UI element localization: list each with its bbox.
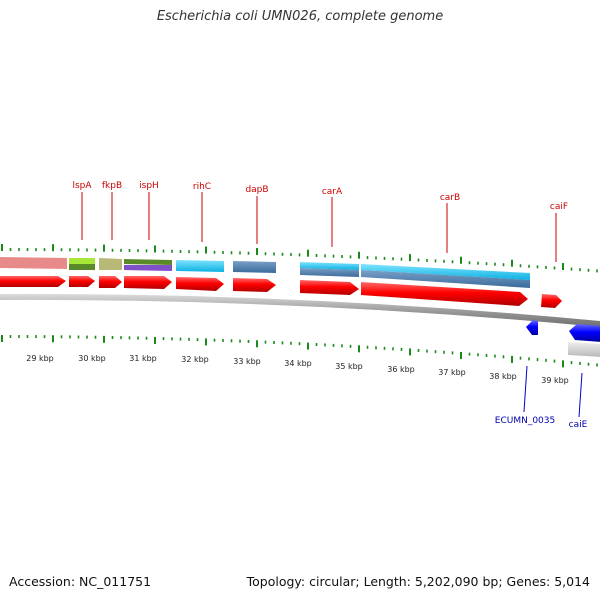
gene-label-fkpB[interactable]: fkpB	[102, 181, 122, 191]
gene-label-carA[interactable]: carA	[322, 187, 343, 197]
forward-callouts	[81, 192, 557, 262]
gene-label-ECUMN_0035[interactable]: ECUMN_0035	[495, 416, 555, 426]
reverse-callouts	[523, 365, 583, 418]
scale-label: 31 kbp	[129, 354, 157, 363]
gene-arrow[interactable]	[541, 294, 562, 308]
scale-label: 30 kbp	[78, 354, 106, 363]
feature-track	[0, 257, 530, 288]
lower-tick-ruler	[1, 335, 598, 368]
feature-bar	[99, 258, 122, 270]
feature-bar	[233, 261, 276, 273]
scale-label: 32 kbp	[181, 355, 209, 364]
gene-label-carB[interactable]: carB	[440, 193, 460, 203]
gene-arrow[interactable]	[176, 277, 224, 291]
feature-bar	[69, 264, 95, 270]
genome-backbone	[0, 293, 600, 328]
gene-label-caiF[interactable]: caiF	[550, 202, 568, 212]
scale-label: 39 kbp	[541, 376, 569, 385]
genome-summary-text: Topology: circular; Length: 5,202,090 bp…	[246, 574, 590, 589]
gene-arrow[interactable]	[569, 324, 600, 342]
gene-label-caiE[interactable]: caiE	[569, 420, 588, 430]
feature-bar	[361, 270, 530, 288]
scale-label: 35 kbp	[335, 362, 363, 371]
gene-label-rihC[interactable]: rihC	[193, 182, 211, 192]
gene-arrow[interactable]	[124, 276, 172, 289]
gene-arrow[interactable]	[361, 282, 528, 306]
scale-label: 38 kbp	[489, 372, 517, 381]
scale-label: 29 kbp	[26, 354, 54, 363]
accession-text: Accession: NC_011751	[9, 574, 152, 589]
feature-bar	[124, 265, 172, 271]
forward-gene-track	[0, 276, 562, 308]
gene-label-lspA[interactable]: lspA	[72, 181, 92, 191]
scale-label: 36 kbp	[387, 365, 415, 374]
feature-bar	[568, 342, 600, 357]
feature-bar	[361, 264, 530, 280]
gene-arrow[interactable]	[526, 320, 538, 335]
gene-label-dapB[interactable]: dapB	[245, 185, 268, 195]
page-title: Escherichia coli UMN026, complete genome	[156, 9, 444, 24]
feature-bar	[300, 262, 359, 270]
feature-bar	[0, 257, 67, 269]
gene-label-ispH[interactable]: ispH	[139, 181, 159, 191]
feature-bar	[176, 260, 224, 272]
upper-tick-ruler	[1, 244, 598, 273]
reverse-gene-track	[526, 320, 600, 357]
feature-bar	[69, 258, 95, 264]
feature-bar	[124, 259, 172, 265]
gene-arrow[interactable]	[0, 276, 66, 287]
feature-bar	[300, 268, 359, 277]
scale-label: 33 kbp	[233, 357, 261, 366]
gene-arrow[interactable]	[99, 276, 122, 288]
gene-arrow[interactable]	[69, 276, 95, 287]
gene-arrow[interactable]	[300, 280, 359, 295]
scale-label: 37 kbp	[438, 368, 466, 377]
gene-arrow[interactable]	[233, 278, 276, 292]
scale-label: 34 kbp	[284, 359, 312, 368]
